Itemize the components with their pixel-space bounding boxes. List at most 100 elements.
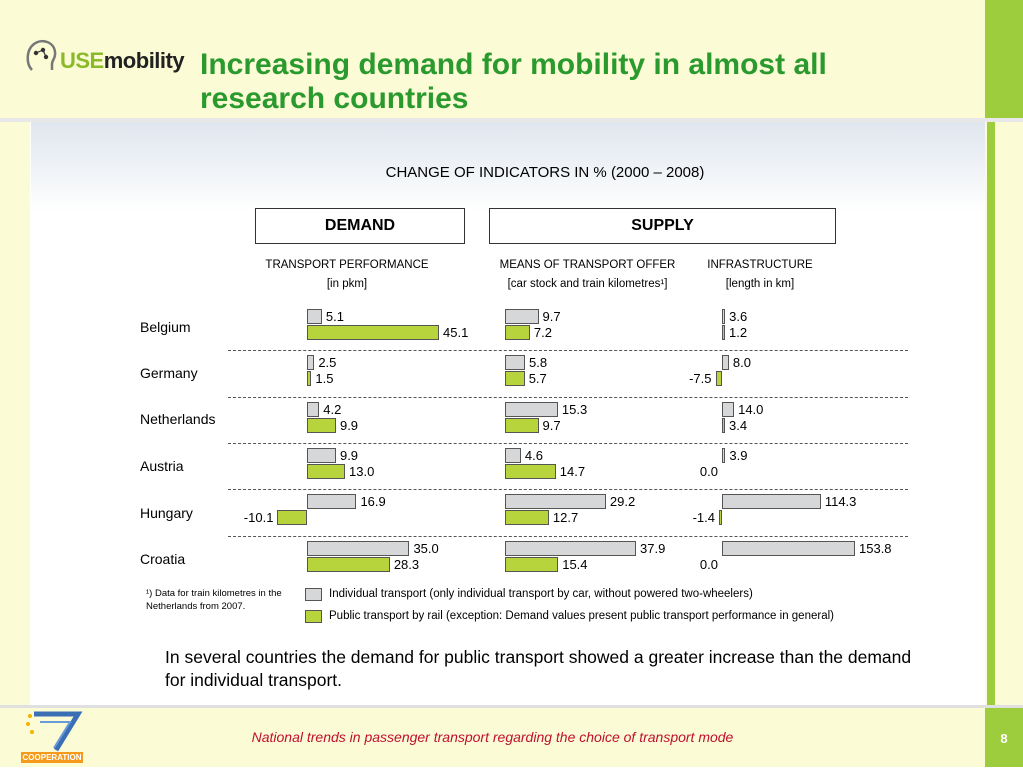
slide-title: Increasing demand for mobility in almost… (200, 48, 827, 115)
panel-title-means-of-transport-offer: MEANS OF TRANSPORT OFFER [car stock and … (480, 256, 695, 294)
value-label-transport-performance-public-germany: 1.5 (315, 371, 334, 386)
bar-transport-performance-individual-germany (307, 355, 315, 370)
bar-infrastructure-individual-croatia (722, 541, 855, 556)
fp7-logo (20, 708, 86, 764)
bar-transport-performance-public-germany (307, 371, 312, 386)
bar-transport-performance-individual-austria (307, 448, 336, 463)
logo-text-use: USE (60, 48, 104, 73)
bar-transport-performance-individual-croatia (307, 541, 410, 556)
value-label-means-of-transport-offer-individual-croatia: 37.9 (640, 541, 666, 556)
value-label-means-of-transport-offer-public-netherlands: 9.7 (542, 418, 561, 433)
value-label-means-of-transport-offer-public-hungary: 12.7 (552, 510, 579, 525)
value-label-transport-performance-public-croatia: 28.3 (393, 557, 420, 572)
panel-title-text: INFRASTRUCTURE (707, 259, 813, 271)
header-band (0, 0, 985, 118)
bar-means-of-transport-offer-public-croatia (505, 557, 559, 572)
bar-means-of-transport-offer-public-austria (505, 464, 556, 479)
value-label-means-of-transport-offer-individual-austria: 4.6 (524, 448, 543, 463)
fp7-seven-icon (26, 711, 83, 752)
bar-means-of-transport-offer-individual-germany (505, 355, 526, 370)
value-label-transport-performance-individual-croatia: 35.0 (413, 541, 439, 556)
bar-infrastructure-public-germany (715, 371, 722, 386)
country-label-netherlands: Netherlands (140, 411, 216, 427)
bar-transport-performance-individual-hungary (307, 494, 357, 509)
header-rule (0, 118, 1023, 122)
panel-title-text: TRANSPORT PERFORMANCE (265, 259, 429, 271)
value-label-infrastructure-individual-germany: 8.0 (732, 355, 751, 370)
logo-text-mobility: mobility (103, 48, 185, 73)
left-margin (0, 122, 30, 705)
value-label-means-of-transport-offer-public-belgium: 7.2 (533, 325, 552, 340)
bar-transport-performance-individual-belgium (307, 309, 322, 324)
footer-band (0, 705, 1023, 767)
bar-infrastructure-individual-netherlands (722, 402, 735, 417)
right-accent-stripe (987, 122, 995, 705)
row-separator (228, 350, 908, 351)
value-label-means-of-transport-offer-individual-belgium: 9.7 (542, 309, 561, 324)
bar-means-of-transport-offer-individual-croatia (505, 541, 636, 556)
value-label-means-of-transport-offer-individual-netherlands: 15.3 (561, 402, 588, 417)
value-label-transport-performance-individual-austria: 9.9 (339, 448, 359, 463)
head-icon (26, 40, 57, 71)
chart-title: CHANGE OF INDICATORS IN % (2000 – 2008) (385, 164, 705, 181)
panel-title-infrastructure: INFRASTRUCTURE [length in km] (695, 256, 825, 294)
value-label-transport-performance-public-belgium: 45.1 (443, 325, 469, 340)
value-label-infrastructure-individual-hungary: 114.3 (824, 494, 857, 509)
fp7-cooperation-label: COOPERATION (21, 752, 83, 763)
value-label-transport-performance-individual-germany: 2.5 (318, 355, 337, 370)
demand-box: DEMAND (255, 208, 465, 244)
value-label-infrastructure-public-germany: -7.5 (689, 371, 712, 386)
value-label-means-of-transport-offer-individual-hungary: 29.2 (609, 494, 636, 509)
value-label-transport-performance-individual-netherlands: 4.2 (323, 402, 342, 417)
bar-means-of-transport-offer-public-hungary (505, 510, 549, 525)
bar-transport-performance-public-netherlands (307, 418, 336, 433)
country-label-croatia: Croatia (140, 551, 186, 567)
row-separator (228, 489, 908, 490)
value-label-transport-performance-individual-hungary: 16.9 (360, 494, 386, 509)
value-label-transport-performance-public-netherlands: 9.9 (339, 418, 359, 433)
bar-infrastructure-public-belgium (722, 325, 725, 340)
panel-unit-text: [car stock and train kilometres¹] (507, 278, 668, 290)
bar-infrastructure-public-hungary (719, 510, 722, 525)
value-label-transport-performance-individual-belgium: 5.1 (325, 309, 344, 324)
country-label-austria: Austria (140, 458, 184, 474)
value-label-transport-performance-public-hungary: -10.1 (243, 510, 274, 525)
bar-transport-performance-public-hungary (277, 510, 307, 525)
bar-transport-performance-public-austria (307, 464, 346, 479)
bar-means-of-transport-offer-public-germany (505, 371, 525, 386)
country-label-germany: Germany (140, 365, 198, 381)
value-label-means-of-transport-offer-public-germany: 5.7 (528, 371, 547, 386)
value-label-infrastructure-public-belgium: 1.2 (729, 325, 748, 340)
value-label-transport-performance-public-austria: 13.0 (349, 464, 375, 479)
legend-swatch-public (305, 610, 322, 623)
bar-means-of-transport-offer-individual-austria (505, 448, 521, 463)
page-number: 8 (985, 708, 1023, 767)
legend-label-individual: Individual transport (only individual tr… (329, 588, 753, 600)
value-label-infrastructure-public-austria: 0.0 (699, 464, 718, 479)
panel-unit-text: [in pkm] (326, 278, 368, 290)
footer-rule (0, 705, 1023, 708)
bar-transport-performance-public-croatia (307, 557, 390, 572)
footnote: ¹) Data for train kilometres in the Neth… (146, 588, 282, 612)
bar-transport-performance-individual-netherlands (307, 402, 320, 417)
bar-infrastructure-individual-germany (722, 355, 729, 370)
value-label-infrastructure-individual-belgium: 3.6 (729, 309, 748, 324)
value-label-infrastructure-public-hungary: -1.4 (692, 510, 715, 525)
bar-transport-performance-public-belgium (307, 325, 439, 340)
bar-infrastructure-individual-austria (722, 448, 726, 463)
bar-means-of-transport-offer-public-belgium (505, 325, 530, 340)
value-label-means-of-transport-offer-individual-germany: 5.8 (529, 355, 548, 370)
value-label-infrastructure-individual-netherlands: 14.0 (738, 402, 764, 417)
country-label-belgium: Belgium (140, 319, 191, 335)
panel-title-text: MEANS OF TRANSPORT OFFER (499, 259, 676, 271)
bar-means-of-transport-offer-public-netherlands (505, 418, 539, 433)
value-label-means-of-transport-offer-public-austria: 14.7 (559, 464, 586, 479)
panel-unit-text: [length in km] (725, 278, 795, 290)
bar-means-of-transport-offer-individual-hungary (505, 494, 606, 509)
value-label-infrastructure-individual-austria: 3.9 (729, 448, 748, 463)
row-separator (228, 536, 908, 537)
bar-infrastructure-individual-belgium (722, 309, 726, 324)
panel-title-transport-performance: TRANSPORT PERFORMANCE [in pkm] (232, 256, 462, 294)
caption-text: In several countries the demand for publ… (165, 647, 912, 690)
legend-swatch-individual (305, 588, 322, 601)
